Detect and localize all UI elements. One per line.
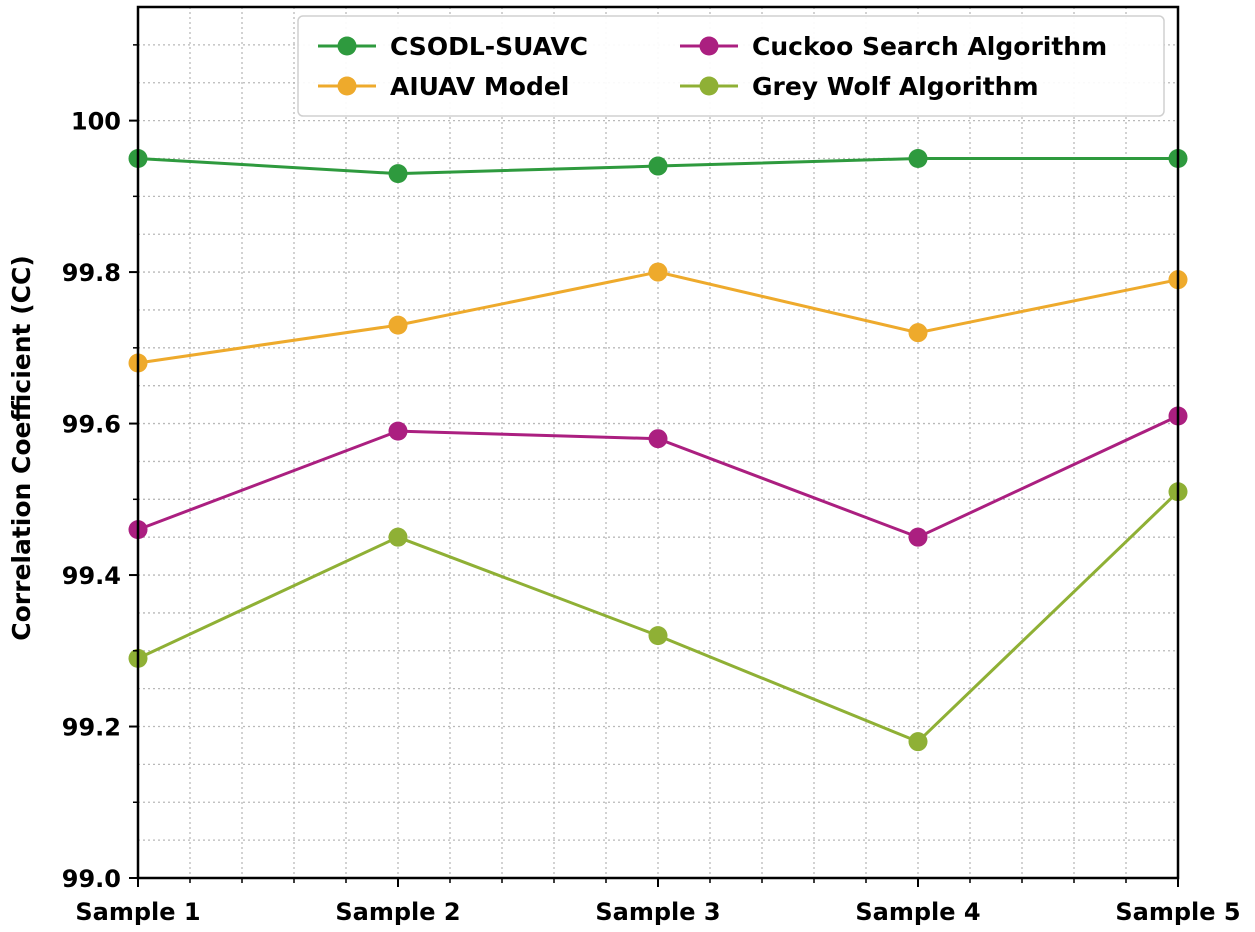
legend-swatch-marker (699, 36, 719, 56)
y-tick-label: 99.2 (62, 714, 121, 742)
legend-swatch-marker (699, 76, 719, 96)
legend-item: AIUAV Model (318, 72, 569, 101)
legend-label: CSODL-SUAVC (390, 32, 588, 61)
y-tick-label: 99.6 (62, 411, 121, 439)
x-tick-label: Sample 2 (335, 898, 460, 926)
series-line (137, 490, 1180, 744)
legend-item: Grey Wolf Algorithm (680, 72, 1039, 101)
legend-label: AIUAV Model (390, 72, 569, 101)
y-tick-label: 99.0 (62, 865, 121, 893)
x-tick-label: Sample 5 (1115, 898, 1240, 926)
data-point (648, 429, 668, 449)
data-point (648, 156, 668, 176)
data-point (648, 626, 668, 646)
data-point (908, 527, 928, 547)
y-tick-label: 100 (71, 108, 121, 136)
legend-swatch-marker (337, 76, 357, 96)
series-cuckoo-search-algorithm (128, 406, 1188, 547)
grid (137, 6, 1179, 879)
legend-item: Cuckoo Search Algorithm (680, 32, 1107, 61)
y-axis-label: Correlation Coefficient (CC) (7, 255, 36, 640)
legend: CSODL-SUAVC AIUAV Model Cuckoo Search Algo… (297, 15, 1165, 117)
axis-ticks: 99.0 99.2 99.4 99.6 99.8 100 Sample 1 Sample 2 S… (62, 44, 1241, 926)
legend-item: CSODL-SUAVC (318, 32, 588, 61)
legend-box (297, 15, 1165, 117)
data-point (908, 323, 928, 343)
series-layer (128, 148, 1188, 752)
x-tick-label: Sample 3 (595, 898, 720, 926)
legend-label: Cuckoo Search Algorithm (752, 32, 1107, 61)
x-tick-label: Sample 4 (855, 898, 980, 926)
y-tick-label: 99.4 (62, 562, 121, 590)
x-tick-label: Sample 1 (75, 898, 200, 926)
data-point (388, 527, 408, 547)
data-point (388, 164, 408, 184)
legend-label: Grey Wolf Algorithm (752, 72, 1039, 101)
y-tick-label: 99.8 (62, 259, 121, 287)
data-point (388, 421, 408, 441)
series-grey-wolf-algorithm (128, 482, 1188, 752)
data-point (908, 148, 928, 168)
legend-swatch-marker (337, 36, 357, 56)
data-point (388, 315, 408, 335)
data-point (908, 732, 928, 752)
data-point (648, 262, 668, 282)
